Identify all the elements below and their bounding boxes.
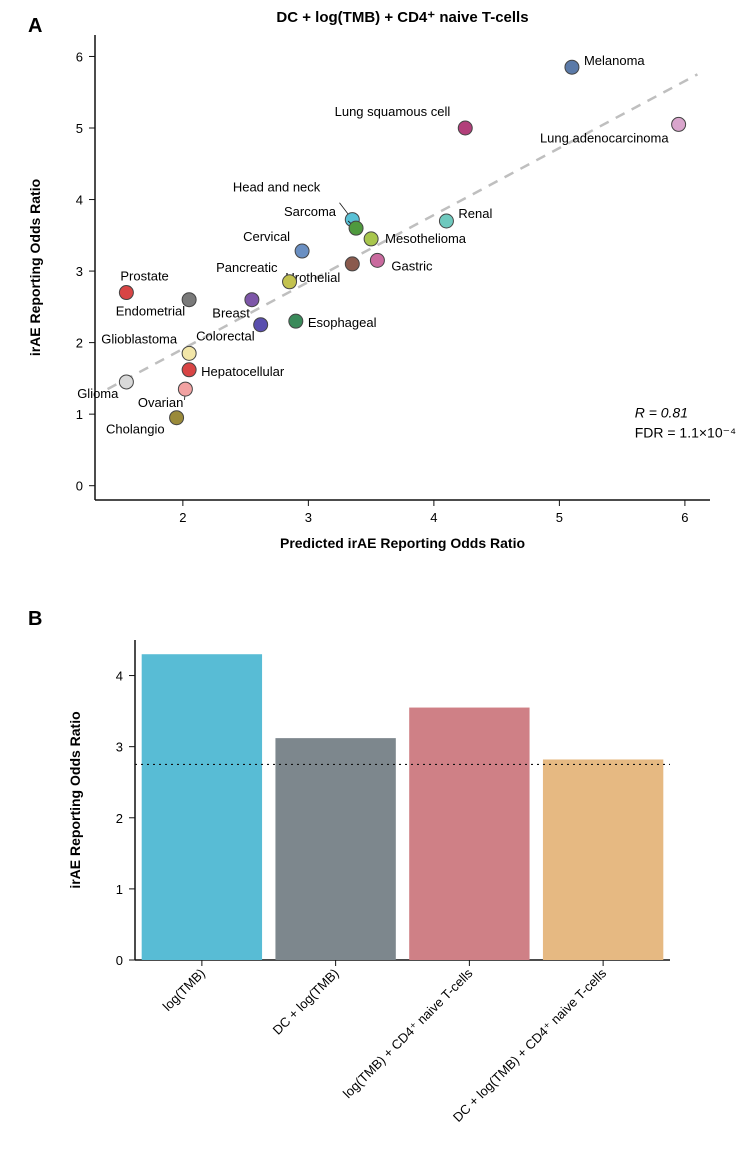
panel-b-xtick-label: log(TMB) + CD4⁺ naive T-cells (340, 965, 476, 1101)
panel-a-xtick-label: 5 (556, 510, 563, 525)
bar (275, 738, 395, 960)
scatter-point (345, 257, 359, 271)
scatter-point-label: Esophageal (308, 315, 377, 330)
scatter-point-label: Hepatocellular (201, 364, 285, 379)
scatter-point (672, 117, 686, 131)
scatter-point (439, 214, 453, 228)
scatter-point-label: Ovarian (138, 395, 184, 410)
panel-b-ytick-label: 2 (116, 811, 123, 826)
panel-b-xtick-label: DC + log(TMB) (270, 966, 342, 1038)
panel-a-ytick-label: 1 (76, 407, 83, 422)
scatter-point (458, 121, 472, 135)
scatter-point-label: Head and neck (233, 180, 321, 195)
scatter-point (565, 60, 579, 74)
scatter-point (178, 382, 192, 396)
panel-a-xtick-label: 3 (305, 510, 312, 525)
scatter-point (182, 363, 196, 377)
panel-a-ytick-label: 2 (76, 336, 83, 351)
figure-root: A DC + log(TMB) + CD4⁺ naive T-cells 2 3 4 5 6… (0, 0, 744, 1163)
panel-a-ytick-label: 3 (76, 264, 83, 279)
scatter-point-label: Cervical (243, 229, 290, 244)
panel-b-ytick-label: 1 (116, 882, 123, 897)
scatter-point (370, 253, 384, 267)
bar (409, 708, 529, 960)
panel-a-ytick-label: 5 (76, 121, 83, 136)
scatter-point-label: Breast (212, 306, 250, 321)
panel-b-label: B (28, 608, 42, 630)
scatter-point-label: Sarcoma (284, 204, 337, 219)
panel-b-ytick-label: 0 (116, 953, 123, 968)
scatter-point-label: Mesothelioma (385, 231, 467, 246)
panel-b-ytick-label: 4 (116, 669, 123, 684)
panel-b-xtick-label: log(TMB) (160, 966, 208, 1014)
panel-a-xtick-label: 4 (430, 510, 437, 525)
panel-a-label: A (28, 15, 42, 37)
scatter-point (170, 411, 184, 425)
panel-a-xtick-label: 6 (681, 510, 688, 525)
panel-b-xtick-label: DC + log(TMB) + CD4⁺ naive T-cells (450, 965, 610, 1125)
panel-a-ytick-label: 0 (76, 479, 83, 494)
panel-a-xlabel: Predicted irAE Reporting Odds Ratio (280, 535, 525, 551)
scatter-point (295, 244, 309, 258)
scatter-point-label: Endometrial (116, 304, 185, 319)
figure-svg: A DC + log(TMB) + CD4⁺ naive T-cells 2 3 4 5 6… (0, 0, 744, 1163)
scatter-point-label: Cholangio (106, 422, 165, 437)
scatter-point-label: Prostate (120, 269, 168, 284)
scatter-point-label: Glioblastoma (101, 331, 178, 346)
panel-b-ytick-label: 3 (116, 740, 123, 755)
scatter-point-label: Glioma (77, 386, 119, 401)
scatter-point (289, 314, 303, 328)
panel-b-ylabel: irAE Reporting Odds Ratio (67, 711, 83, 888)
scatter-point (349, 221, 363, 235)
scatter-point (283, 275, 297, 289)
scatter-point-label: Pancreatic (216, 260, 278, 275)
scatter-point (245, 293, 259, 307)
scatter-point (119, 286, 133, 300)
scatter-point-label: Melanoma (584, 53, 645, 68)
bar (142, 654, 262, 960)
panel-a-title: DC + log(TMB) + CD4⁺ naive T-cells (276, 9, 528, 26)
scatter-point-label: Colorectal (196, 329, 255, 344)
scatter-point-label: Gastric (391, 258, 433, 273)
panel-a-ytick-label: 4 (76, 193, 83, 208)
scatter-point (182, 346, 196, 360)
bar (543, 759, 663, 960)
scatter-point-label: Renal (458, 206, 492, 221)
panel-a-xtick-label: 2 (179, 510, 186, 525)
panel-a-ytick-label: 6 (76, 49, 83, 64)
scatter-point (119, 375, 133, 389)
scatter-point (364, 232, 378, 246)
stat-r: R = 0.81 (635, 405, 688, 421)
stat-fdr: FDR = 1.1×10⁻⁴ (635, 425, 736, 441)
panel-a-ylabel: irAE Reporting Odds Ratio (27, 179, 43, 356)
scatter-point-label: Lung squamous cell (335, 104, 451, 119)
scatter-point (254, 318, 268, 332)
scatter-point-label: Lung adenocarcinoma (540, 130, 669, 145)
